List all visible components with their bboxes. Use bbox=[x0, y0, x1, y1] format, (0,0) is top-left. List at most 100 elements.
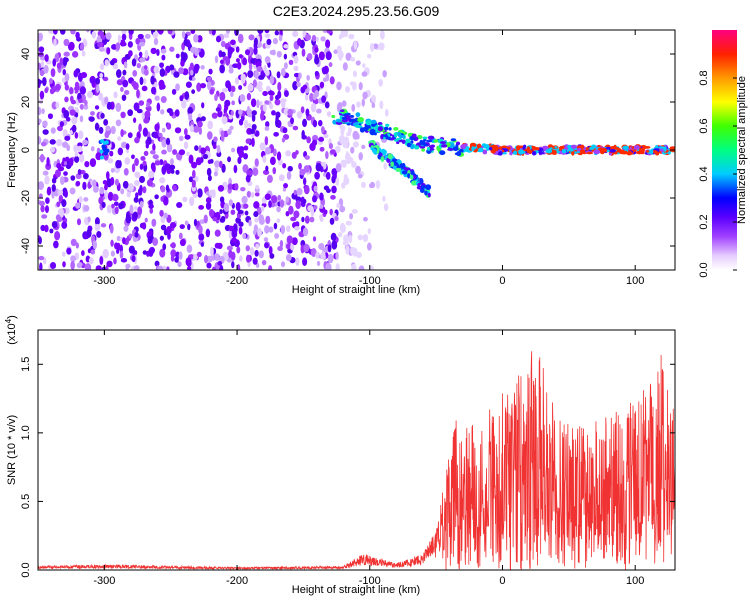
noise-cell bbox=[188, 154, 194, 164]
noise-cell bbox=[225, 80, 231, 89]
noise-cell bbox=[345, 151, 349, 160]
noise-cell bbox=[120, 86, 124, 92]
noise-cell bbox=[266, 38, 272, 45]
signal-cell bbox=[377, 126, 384, 132]
signal-cell bbox=[369, 131, 374, 134]
noise-cell bbox=[227, 183, 233, 190]
noise-cell bbox=[276, 218, 281, 224]
noise-cell bbox=[204, 254, 209, 264]
signal-cell bbox=[554, 146, 558, 149]
signal-cell bbox=[433, 139, 439, 143]
noise-cell bbox=[287, 108, 294, 116]
noise-cell bbox=[314, 47, 319, 53]
noise-cell bbox=[230, 110, 234, 116]
noise-cell bbox=[193, 218, 198, 227]
noise-cell bbox=[94, 223, 101, 231]
noise-cell bbox=[121, 94, 127, 101]
noise-cell bbox=[198, 127, 203, 135]
noise-cell bbox=[334, 145, 341, 153]
noise-cell bbox=[240, 186, 246, 192]
noise-cell bbox=[175, 169, 180, 175]
noise-cell bbox=[47, 113, 53, 120]
snr-series-line bbox=[38, 351, 675, 570]
noise-cell bbox=[235, 58, 240, 63]
signal-cell bbox=[346, 123, 351, 126]
noise-cell bbox=[160, 83, 166, 90]
signal-cell bbox=[469, 142, 477, 148]
noise-cell bbox=[272, 37, 278, 45]
noise-cell bbox=[188, 75, 193, 81]
noise-cell bbox=[264, 56, 271, 64]
noise-cell bbox=[158, 132, 163, 138]
y-tick-label: -20 bbox=[20, 190, 32, 206]
noise-cell bbox=[88, 257, 94, 265]
noise-cell bbox=[56, 216, 63, 223]
signal-cell bbox=[393, 127, 399, 131]
noise-cell bbox=[160, 48, 167, 54]
signal-cell bbox=[426, 139, 433, 143]
noise-cell bbox=[322, 30, 328, 34]
noise-cell bbox=[169, 46, 175, 52]
noise-cell bbox=[277, 81, 282, 92]
noise-cell bbox=[143, 150, 149, 157]
noise-cell bbox=[240, 75, 246, 84]
noise-cell bbox=[63, 38, 70, 47]
noise-cell bbox=[167, 30, 173, 35]
noise-cell bbox=[99, 73, 104, 79]
noise-cell bbox=[191, 89, 196, 94]
signal-cell bbox=[407, 173, 411, 179]
signal-cell bbox=[606, 149, 610, 153]
noise-cell bbox=[143, 78, 147, 85]
noise-cell bbox=[122, 180, 129, 189]
y-tick-label: 1.0 bbox=[20, 425, 32, 440]
noise-cell bbox=[75, 202, 81, 209]
noise-cell bbox=[214, 55, 219, 64]
noise-cell bbox=[235, 46, 240, 53]
noise-cell bbox=[91, 30, 97, 39]
noise-cell bbox=[292, 81, 298, 91]
noise-cell bbox=[139, 175, 145, 184]
noise-cell bbox=[178, 251, 183, 260]
noise-cell bbox=[367, 228, 372, 235]
noise-cell bbox=[245, 254, 251, 263]
noise-cell bbox=[38, 79, 43, 85]
signal-cell bbox=[370, 119, 377, 124]
noise-cell bbox=[290, 243, 295, 251]
signal-cell bbox=[420, 185, 426, 189]
noise-cell bbox=[132, 70, 138, 77]
noise-cell bbox=[152, 154, 159, 160]
noise-cell bbox=[231, 147, 236, 153]
noise-cell bbox=[113, 201, 119, 207]
noise-cell bbox=[321, 95, 327, 103]
noise-cell bbox=[314, 171, 320, 180]
noise-cell bbox=[50, 68, 56, 78]
signal-cell bbox=[405, 138, 410, 143]
signal-cell bbox=[658, 146, 665, 149]
noise-cell bbox=[236, 263, 241, 270]
noise-cell bbox=[104, 190, 109, 200]
noise-cell bbox=[78, 153, 85, 163]
noise-cell bbox=[292, 30, 299, 38]
noise-cell bbox=[160, 196, 164, 202]
noise-cell bbox=[355, 165, 361, 175]
noise-cell bbox=[217, 260, 223, 266]
noise-cell bbox=[46, 157, 50, 167]
noise-cell bbox=[304, 33, 312, 41]
noise-cell bbox=[293, 210, 300, 219]
noise-cell bbox=[229, 125, 234, 131]
noise-cell bbox=[193, 125, 200, 133]
snr-y-unit: (x104) bbox=[4, 315, 18, 345]
noise-cell bbox=[86, 90, 94, 99]
noise-cell bbox=[361, 71, 368, 77]
noise-cell bbox=[142, 222, 147, 230]
noise-cell bbox=[127, 132, 133, 139]
noise-cell bbox=[234, 77, 240, 85]
signal-cell bbox=[364, 124, 371, 130]
noise-cell bbox=[106, 47, 111, 55]
signal-cell bbox=[387, 153, 393, 160]
signal-cell bbox=[411, 180, 418, 186]
noise-cell bbox=[358, 82, 363, 91]
noise-cell bbox=[185, 257, 192, 267]
noise-cell bbox=[194, 47, 199, 57]
noise-cell bbox=[57, 189, 64, 196]
